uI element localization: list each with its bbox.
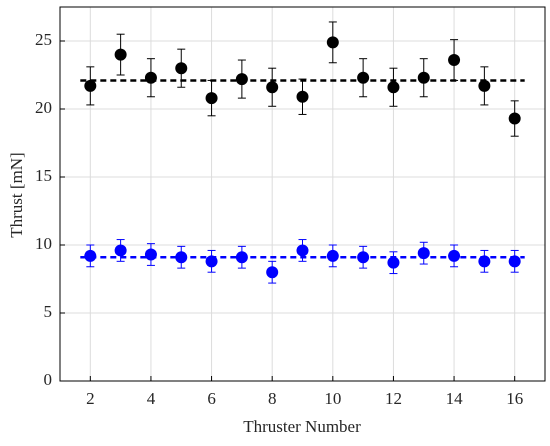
point [175,251,188,264]
y-tick-label: 15 [35,166,52,185]
plot-frame [59,6,546,382]
x-tick-label: 8 [268,389,277,408]
x-tick-label: 2 [86,389,95,408]
point [448,54,461,67]
x-tick-label: 6 [207,389,216,408]
point [478,79,491,92]
point [235,251,248,264]
point [266,266,279,279]
point [205,92,218,105]
point [387,81,400,94]
y-tick-label: 20 [35,98,52,117]
point [387,256,400,269]
point [296,90,309,103]
point [144,71,157,84]
point [326,249,339,262]
x-tick-label: 4 [147,389,156,408]
x-axis-label: Thruster Number [243,417,361,436]
y-tick-label: 10 [35,234,52,253]
point [478,255,491,268]
point [417,247,430,260]
x-tick-label: 14 [446,389,464,408]
point [235,73,248,86]
y-tick-label: 0 [44,370,53,389]
y-tick-label: 5 [44,302,53,321]
point [175,62,188,75]
point [144,248,157,261]
x-tick-label: 12 [385,389,402,408]
point [357,251,370,264]
point [114,48,127,61]
x-tick-label: 10 [324,389,341,408]
point [448,249,461,262]
x-tick-label: 16 [506,389,523,408]
point [417,71,430,84]
point [84,79,97,92]
y-axis-label: Thrust [mN] [7,152,26,237]
point [296,244,309,257]
point [508,112,521,125]
point [508,255,521,268]
point [114,244,127,257]
point [205,255,218,268]
point [357,71,370,84]
point [266,81,279,94]
point [326,36,339,49]
point [84,249,97,262]
y-tick-label: 25 [35,30,52,49]
